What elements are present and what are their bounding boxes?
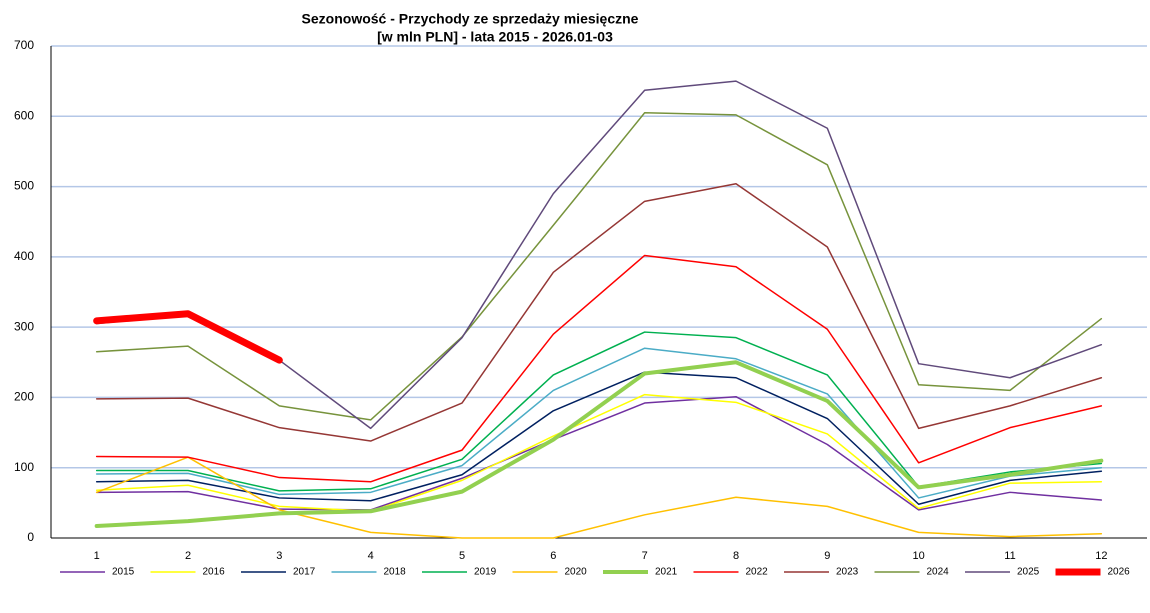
x-tick-label: 11 (1004, 550, 1015, 562)
y-tick-label: 100 (14, 460, 34, 474)
legend-label: 2015 (112, 567, 135, 578)
legend-label: 2019 (474, 567, 497, 578)
series-line (94, 360, 1104, 529)
series-line (93, 310, 283, 364)
x-tick-label: 5 (459, 550, 465, 562)
series-line (95, 393, 1103, 513)
y-tick-label: 200 (14, 390, 34, 404)
y-tick-label: 300 (14, 319, 34, 333)
y-tick-label: 500 (14, 179, 34, 193)
series-line (95, 371, 1103, 506)
series-line (95, 347, 1103, 499)
x-tick-label: 2 (185, 550, 191, 562)
y-tick-label: 400 (14, 249, 34, 263)
legend-label: 2023 (836, 567, 859, 578)
series-line (95, 254, 1103, 483)
series-line (95, 112, 1103, 421)
y-tick-label: 700 (14, 38, 34, 52)
series-line (95, 183, 1103, 442)
x-tick-label: 4 (368, 550, 374, 562)
legend-label: 2021 (655, 567, 678, 578)
legend-label: 2026 (1108, 567, 1131, 578)
x-tick-label: 6 (550, 550, 556, 562)
x-tick-label: 10 (913, 550, 925, 562)
x-tick-label: 7 (642, 550, 648, 562)
y-tick-label: 0 (27, 530, 34, 544)
chart-subtitle: [w mln PLN] - lata 2015 - 2026.01-03 (377, 29, 613, 45)
legend-label: 2017 (293, 567, 316, 578)
x-tick-label: 1 (94, 550, 100, 562)
legend-label: 2025 (1017, 567, 1040, 578)
series-line (95, 456, 1103, 539)
legend-label: 2020 (565, 567, 588, 578)
x-tick-label: 9 (824, 550, 830, 562)
x-tick-label: 12 (1095, 550, 1107, 562)
x-tick-label: 8 (733, 550, 739, 562)
x-tick-label: 3 (276, 550, 282, 562)
legend-label: 2022 (746, 567, 769, 578)
series-line (95, 80, 1103, 430)
legend-label: 2016 (203, 567, 226, 578)
y-tick-label: 600 (14, 108, 34, 122)
legend-label: 2018 (384, 567, 407, 578)
chart-title: Sezonowość - Przychody ze sprzedaży mies… (302, 11, 639, 27)
series-line (95, 395, 1103, 511)
legend-label: 2024 (927, 567, 950, 578)
